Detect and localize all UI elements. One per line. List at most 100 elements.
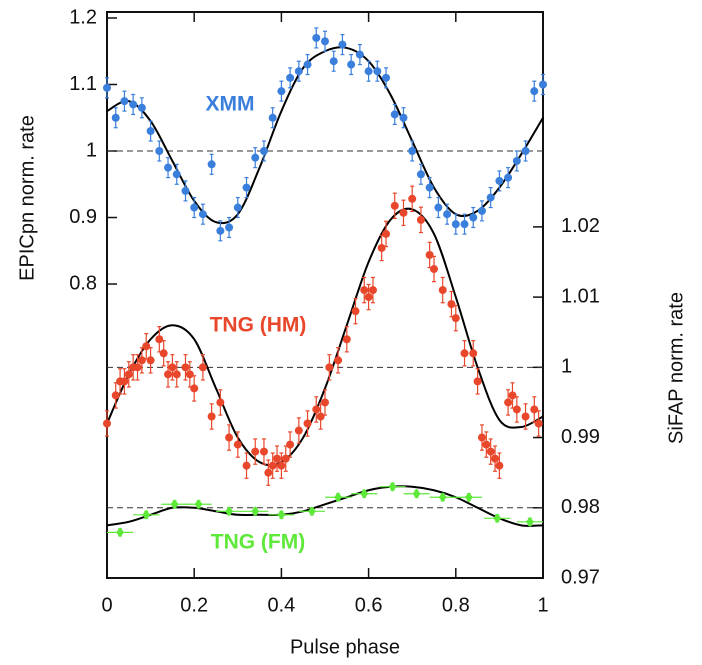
point	[251, 153, 260, 162]
point	[259, 447, 268, 456]
point	[181, 363, 190, 372]
point	[316, 412, 325, 421]
point	[493, 513, 502, 524]
point	[408, 194, 417, 203]
point	[521, 412, 530, 421]
point	[129, 100, 138, 109]
point	[146, 356, 155, 365]
point	[360, 488, 369, 499]
point	[482, 440, 491, 449]
x-tick-label: 1	[537, 594, 548, 616]
point	[185, 370, 194, 379]
point	[225, 506, 234, 517]
point	[277, 509, 286, 520]
x-tick-label: 0.6	[355, 594, 383, 616]
point	[190, 384, 199, 393]
point	[159, 349, 168, 358]
x-axis-label: Pulse phase	[290, 636, 400, 658]
y2-tick-label: 1.01	[561, 285, 600, 307]
point	[477, 433, 486, 442]
series-label: TNG (HM)	[210, 314, 307, 337]
point	[460, 220, 469, 229]
y-tick-label: 1	[86, 139, 97, 161]
point	[325, 363, 334, 372]
point	[388, 481, 397, 492]
point	[198, 363, 207, 372]
plot-frame	[106, 11, 544, 579]
point	[264, 468, 273, 477]
point	[368, 286, 377, 295]
point	[347, 60, 356, 69]
y2-tick-label: 0.98	[561, 496, 600, 518]
point	[242, 183, 251, 192]
point	[294, 67, 303, 76]
point	[351, 307, 360, 316]
point	[142, 342, 151, 351]
point	[539, 80, 547, 89]
point	[382, 229, 391, 238]
point	[286, 73, 295, 82]
point	[120, 97, 129, 106]
point	[216, 226, 225, 235]
y-axis-label: EPICpn norm. rate	[16, 115, 38, 281]
point	[172, 170, 181, 179]
point	[233, 203, 242, 212]
y-tick-label: 1.2	[69, 6, 97, 28]
point	[198, 210, 207, 219]
point	[103, 419, 111, 428]
point	[312, 33, 321, 42]
point	[303, 60, 312, 69]
point	[486, 447, 495, 456]
point	[277, 87, 286, 96]
point	[512, 156, 521, 165]
point	[460, 349, 469, 358]
point	[521, 147, 530, 156]
point	[443, 210, 452, 219]
point	[504, 173, 513, 182]
point	[303, 419, 312, 428]
x-tick-label: 0	[101, 594, 112, 616]
point	[390, 201, 399, 210]
point	[111, 391, 120, 400]
point	[181, 186, 190, 195]
point	[259, 147, 268, 156]
y2-axis-label: SiFAP norm. rate	[665, 292, 687, 444]
y-tick-label: 0.8	[69, 272, 97, 294]
point	[464, 492, 473, 503]
point	[438, 286, 447, 295]
point	[286, 440, 295, 449]
point	[399, 208, 408, 217]
point	[377, 243, 386, 252]
model-curve	[106, 207, 544, 467]
point	[155, 147, 164, 156]
point	[425, 250, 434, 259]
point	[164, 370, 173, 379]
point	[334, 492, 343, 503]
point	[438, 492, 447, 503]
point	[273, 454, 282, 463]
point	[164, 163, 173, 172]
point	[146, 127, 155, 136]
point	[469, 213, 478, 222]
point	[408, 147, 417, 156]
point	[142, 509, 151, 520]
point	[508, 391, 517, 400]
point	[534, 419, 543, 428]
point	[416, 215, 425, 224]
point	[495, 461, 504, 470]
point	[194, 499, 203, 510]
y2-tick-label: 0.97	[561, 566, 600, 588]
y-tick-label: 1.1	[69, 73, 97, 95]
point	[451, 220, 460, 229]
point	[412, 488, 421, 499]
y2-tick-label: 0.99	[561, 426, 600, 448]
x-tick-label: 0.8	[442, 594, 470, 616]
series-label: TNG (FM)	[211, 531, 305, 554]
model-curve	[106, 46, 544, 225]
series-label: XMM	[206, 93, 255, 116]
point	[120, 377, 129, 386]
point	[111, 113, 120, 122]
point	[116, 527, 125, 538]
y-tick-label: 0.9	[69, 206, 97, 228]
